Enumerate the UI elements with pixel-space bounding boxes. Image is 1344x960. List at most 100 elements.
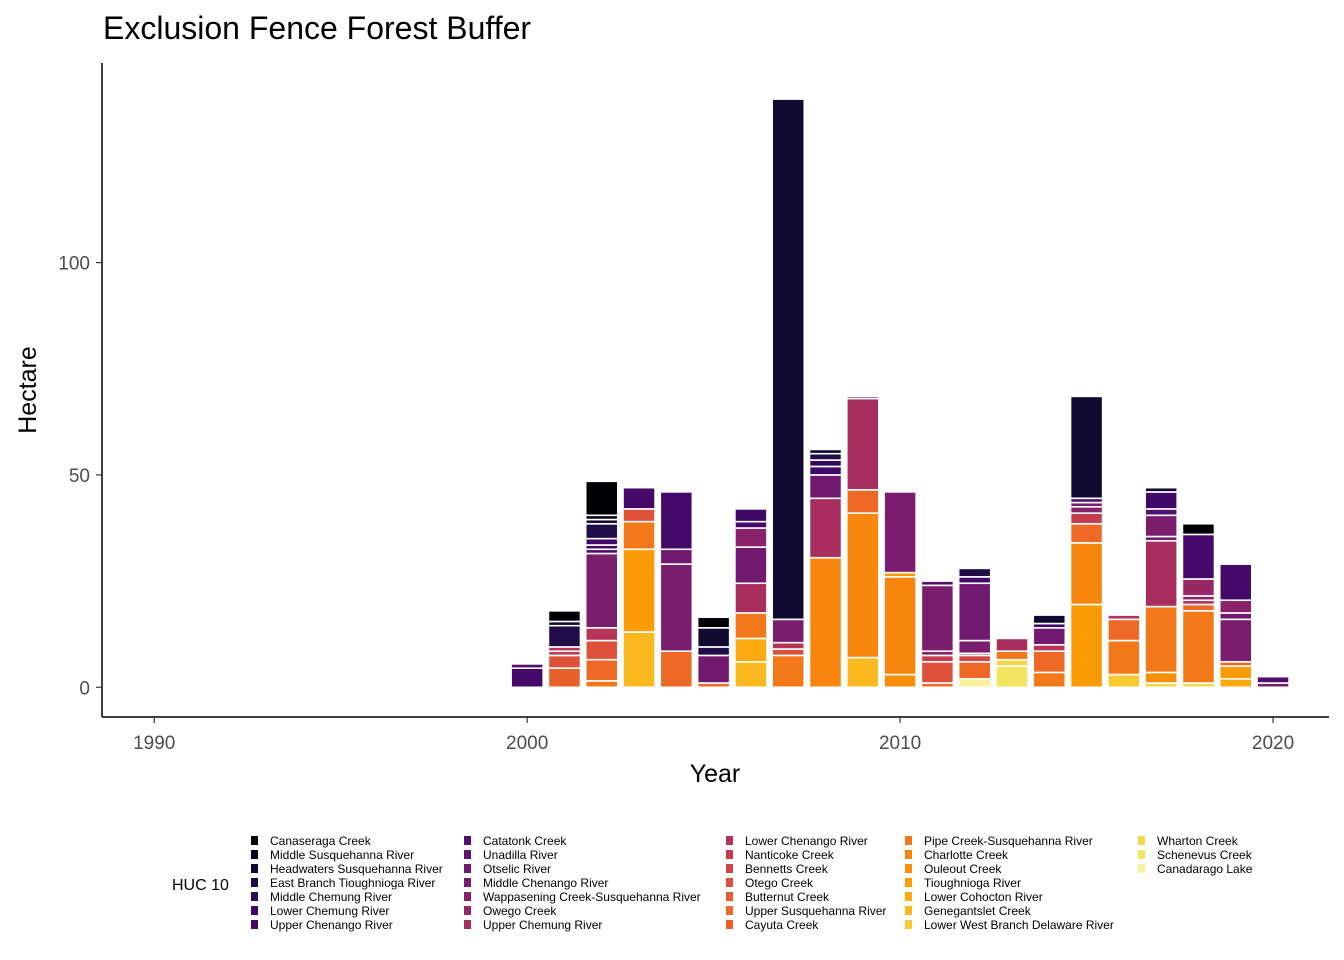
bar-segment	[1032, 614, 1067, 625]
legend-label: Catatonk Creek	[483, 834, 567, 848]
legend-label: Tioughnioga River	[924, 876, 1021, 890]
bar-segment	[1069, 505, 1104, 514]
bar-segment	[845, 395, 880, 400]
legend-label: Bennetts Creek	[745, 862, 829, 876]
bar-segment	[1181, 578, 1216, 597]
bar-segment	[883, 576, 917, 676]
bar-segment	[734, 582, 768, 614]
bar-segment	[957, 639, 992, 655]
bar-segment	[808, 497, 843, 559]
legend-label: Otego Creek	[745, 876, 814, 890]
bar-segment	[510, 663, 544, 669]
legend-label: Lower Cohocton River	[924, 890, 1043, 904]
x-tick-label: 1990	[133, 733, 175, 754]
bar-segment	[957, 660, 992, 680]
bar-segment	[734, 612, 768, 640]
bar-segment	[1144, 605, 1179, 674]
bar-segment	[584, 658, 619, 682]
legend-key	[251, 906, 258, 915]
legend-key	[464, 920, 471, 929]
legend-label: Butternut Creek	[745, 890, 830, 904]
bar-segment	[1107, 614, 1141, 621]
bar-segment	[771, 648, 806, 657]
chart-title: Exclusion Fence Forest Buffer	[103, 10, 532, 46]
bar-segment	[771, 618, 806, 644]
bar-segment	[734, 546, 768, 585]
legend-label: Wharton Creek	[1157, 834, 1239, 848]
ticks-layer: 1990 2000 2010 2020 0 50 100	[58, 254, 1294, 754]
bar-segment	[1181, 522, 1216, 536]
legend-key	[905, 878, 912, 887]
bar-segment	[622, 548, 656, 633]
bar-segment	[734, 527, 768, 548]
bar-segment	[1256, 675, 1290, 684]
legend-key	[905, 906, 912, 915]
legend-key	[464, 836, 471, 845]
bar-segment	[995, 637, 1029, 652]
legend-key	[726, 892, 733, 901]
bar-segment	[1218, 677, 1253, 689]
bar-segment	[1181, 603, 1216, 612]
bar-segment	[920, 580, 955, 587]
legend-key	[905, 836, 912, 845]
legend-label: Cayuta Creek	[745, 918, 819, 932]
legend-label: Lower Chenango River	[745, 834, 868, 848]
bar-segment	[584, 552, 619, 629]
legend-label: Headwaters Susquehanna River	[270, 862, 443, 876]
legend-label: Lower Chemung River	[270, 904, 389, 918]
bar-segment	[1144, 514, 1179, 538]
y-tick-label: 100	[58, 254, 90, 275]
legend-key	[251, 892, 258, 901]
bar-segment	[1069, 395, 1104, 500]
legend-key	[905, 864, 912, 873]
legend-label: Schenevus Creek	[1157, 848, 1253, 862]
bar-segment	[1218, 612, 1253, 621]
bar-segment	[845, 397, 880, 491]
bar-segment	[1032, 671, 1067, 689]
y-tick-label: 50	[69, 466, 90, 487]
legend-key	[905, 892, 912, 901]
legend-label: Nanticoke Creek	[745, 848, 835, 862]
legend-label: Genegantslet Creek	[924, 904, 1032, 918]
legend-key	[726, 906, 733, 915]
bar-segment	[547, 654, 582, 669]
bar-segment	[734, 660, 768, 689]
legend-key	[464, 864, 471, 873]
y-tick-label: 0	[79, 678, 90, 699]
bar-segment	[808, 556, 843, 689]
bar-segment	[510, 667, 544, 689]
legend-label: Unadilla River	[483, 848, 558, 862]
legend-key	[464, 850, 471, 859]
bar-segment	[1218, 618, 1253, 663]
bar-segment	[920, 584, 955, 652]
legend-key	[464, 892, 471, 901]
legend-key	[1138, 836, 1145, 845]
legend-label: Charlotte Creek	[924, 848, 1009, 862]
bar-segment	[659, 563, 694, 652]
bar-segment	[771, 641, 806, 650]
legend-label: Upper Chemung River	[483, 918, 602, 932]
bar-segment	[1144, 508, 1179, 517]
bar-segment	[547, 610, 582, 623]
legend-label: Canadarago Lake	[1157, 862, 1253, 876]
x-tick-label: 2020	[1252, 733, 1294, 754]
legend-key	[905, 920, 912, 929]
bar-segment	[845, 488, 880, 514]
legend-label: Ouleout Creek	[924, 862, 1002, 876]
bar-segment	[584, 680, 619, 689]
bar-segment	[659, 650, 694, 689]
legend-title: HUC 10	[172, 877, 229, 894]
bars-layer	[510, 98, 1290, 689]
x-tick-label: 2010	[879, 733, 921, 754]
bar-segment	[1032, 627, 1067, 646]
legend-key	[464, 906, 471, 915]
bar-segment	[957, 576, 992, 585]
bar-segment	[1107, 639, 1141, 676]
bar-segment	[622, 520, 656, 551]
legend-label: Canaseraga Creek	[270, 834, 372, 848]
bar-segment	[995, 658, 1029, 667]
bar-segment	[1218, 563, 1253, 602]
bar-segment	[845, 656, 880, 689]
legend-key	[726, 850, 733, 859]
legend-label: Lower West Branch Delaware River	[924, 918, 1114, 932]
